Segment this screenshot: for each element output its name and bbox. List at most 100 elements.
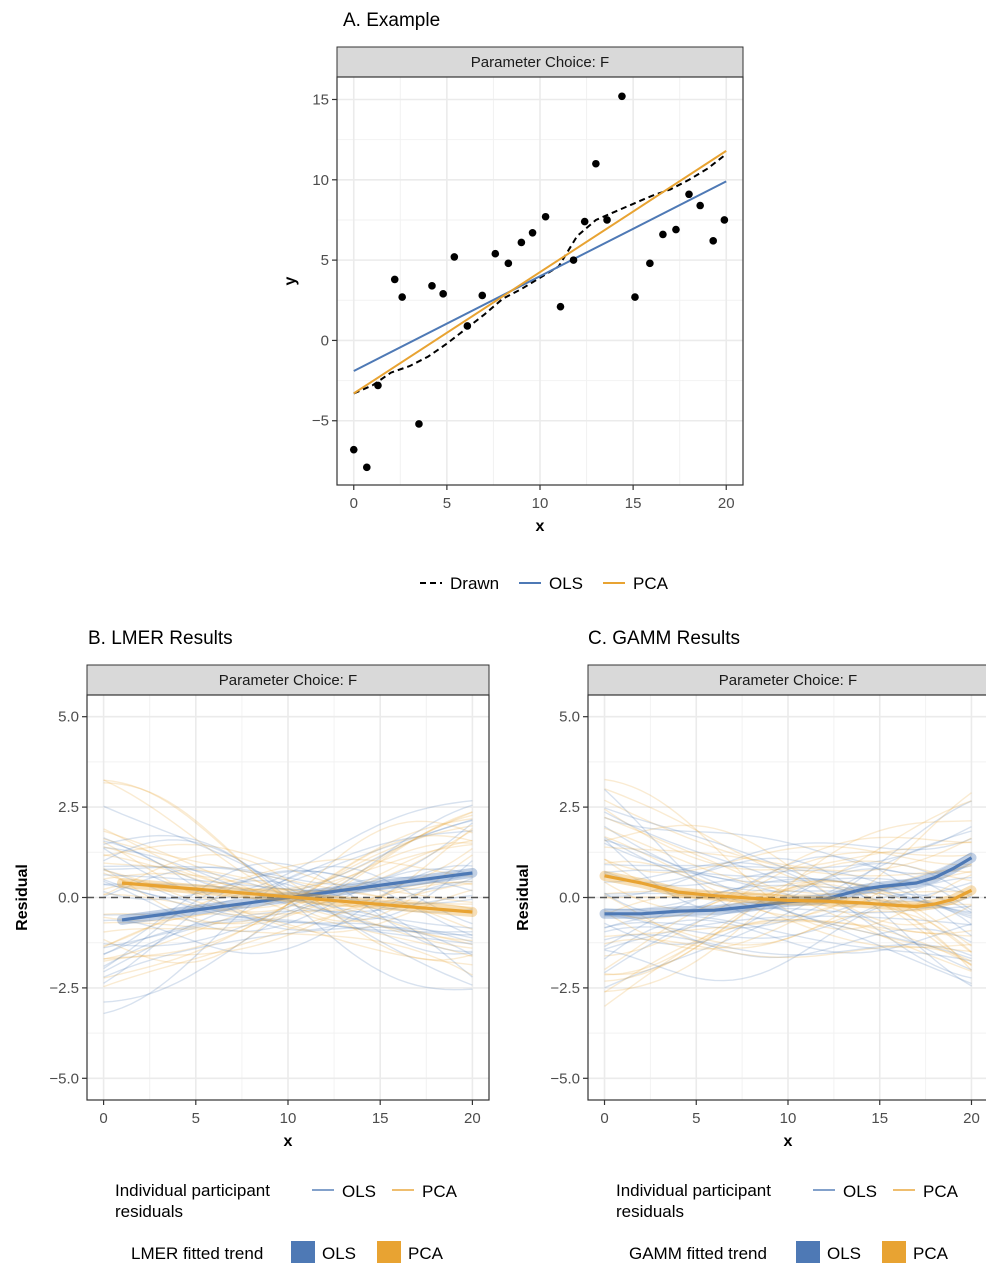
x-tick-label: 10 [280,1110,297,1127]
x-tick-label: 5 [443,495,451,512]
y-tick-label: 10 [312,172,329,189]
facet-label: Parameter Choice: F [471,54,609,71]
participant-residual-line [604,893,972,971]
legend-label-pca: PCA [633,574,669,593]
participant-residual-line [103,913,473,966]
x-tick-label: 0 [350,495,358,512]
facet-strip [86,664,490,696]
facet-label: Parameter Choice: F [219,672,357,689]
participant-residual-line [604,920,972,965]
legend-label-fitted-ols: OLS [827,1244,861,1263]
participant-residual-line [103,820,473,964]
participant-residual-line [604,778,972,930]
participant-residual-line [103,854,473,958]
participant-residual-line [604,799,972,877]
participant-residual-line [103,862,473,949]
participant-residual-line [103,853,473,961]
y-tick-label: 2.5 [559,799,580,816]
participant-residual-line [604,800,972,894]
participant-residual-line [604,901,973,971]
x-tick-label: 10 [532,495,549,512]
data-point [439,290,447,298]
fitted-trend-pca [604,874,973,909]
participant-residual-line [103,909,473,949]
legend-title-fitted: GAMM fitted trend [629,1244,767,1263]
participant-residual-line [103,879,473,970]
participant-residual-line [604,800,972,929]
x-axis-label: x [536,518,545,535]
participant-residual-line [604,816,972,972]
participant-residual-line [604,836,972,919]
x-tick-label: 15 [372,1110,389,1127]
participant-residual-line [103,839,473,933]
data-point [504,259,513,268]
data-point [592,159,600,168]
participant-residual-line [103,869,473,984]
x-tick-label: 0 [99,1110,107,1127]
data-point [580,217,589,226]
legend-label-fitted-pca: PCA [913,1244,949,1263]
participant-residual-line [604,851,972,957]
legend-title-individual-line2: residuals [616,1202,684,1221]
participant-residual-line [604,900,972,982]
participant-residual-line [103,887,473,947]
participant-residual-line [604,861,972,979]
participant-residual-line [604,938,972,962]
participant-residual-line [103,840,473,931]
data-point [709,237,718,245]
data-point [646,259,654,268]
participant-residual-line [103,921,473,976]
participant-residual-line [103,880,473,915]
x-axis-label: x [784,1133,793,1150]
legend-a: Drawn OLS PCA [420,574,669,593]
participant-residual-line [604,919,972,993]
participant-residual-line [604,877,972,913]
data-point [349,445,358,454]
x-tick-label: 15 [871,1110,888,1127]
participant-residual-line [604,870,972,946]
data-point [390,275,399,284]
y-axis-label: Residual [14,864,31,931]
x-tick-label: 20 [963,1110,980,1127]
participant-residual-line [604,933,972,957]
participant-residual-line [604,830,972,989]
y-tick-label: −2.5 [550,980,580,997]
y-tick-label: 5 [321,252,329,269]
participant-residual-line [103,868,473,956]
x-tick-label: 20 [718,495,735,512]
legend-title-individual-line1: Individual participant [616,1181,771,1200]
facet-label: Parameter Choice: F [719,672,857,689]
participant-residual-line [103,838,473,905]
participant-residual-line [604,845,972,874]
participant-residual-line [604,825,972,869]
y-tick-label: 0.0 [559,890,580,907]
chart-panel-2: C. GAMM Results Parameter Choice: F 0 5 10 15… [515,628,986,1150]
participant-residual-line [103,901,473,1003]
data-point [720,216,729,224]
x-tick-label: 5 [192,1110,200,1127]
y-tick-label: 5.0 [58,709,79,726]
y-tick-label: 15 [312,91,329,108]
data-point [556,302,565,311]
participant-residual-line [103,805,473,986]
data-point [398,293,406,301]
y-tick-label: −5.0 [49,1070,79,1087]
data-point [450,253,459,261]
data-point [528,229,537,237]
participant-residual-line [604,869,972,917]
legend-label-residual-ols: OLS [843,1182,877,1201]
data-point [685,190,693,199]
series-line-drawn [353,153,727,395]
data-point [428,282,436,290]
y-tick-label: −2.5 [49,980,79,997]
series-line-pca [353,150,727,395]
legend-label-fitted-pca: PCA [408,1244,444,1263]
data-point [603,216,611,224]
legend-title-fitted: LMER fitted trend [131,1244,263,1263]
participant-residual-line [103,868,473,933]
participant-residual-line [604,894,972,953]
participant-residual-line [103,829,473,892]
chart-panel-1: B. LMER Results Parameter Choice: F 0 5 10 15… [14,628,490,1150]
legend-title-individual-line1: Individual participant [115,1181,270,1200]
